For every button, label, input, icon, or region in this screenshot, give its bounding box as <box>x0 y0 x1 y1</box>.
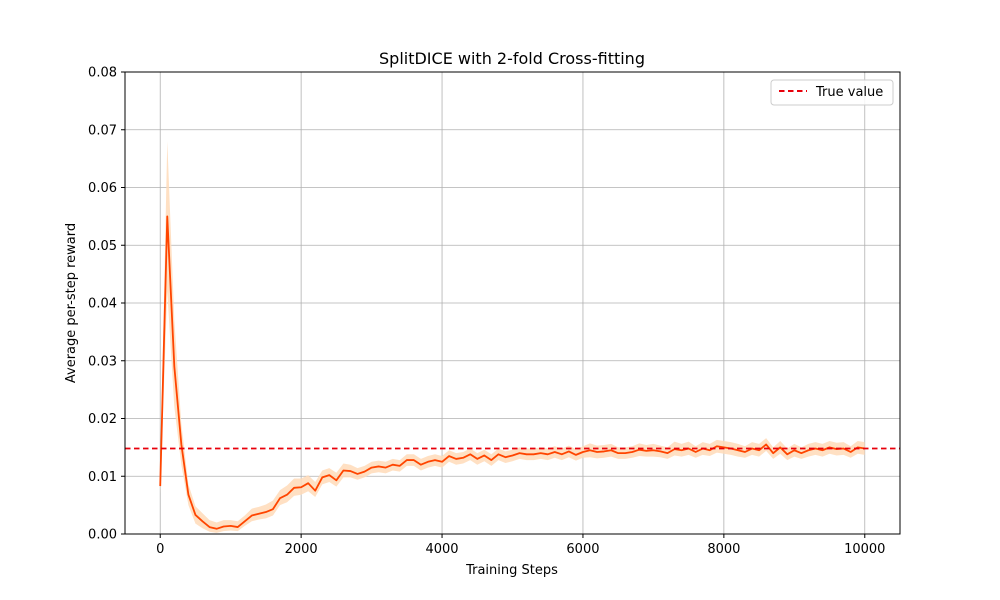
y-tick-label: 0.04 <box>88 297 117 312</box>
y-axis-ticks: 0.00 0.01 0.02 0.03 0.04 0.05 0.06 0.07 0.08 <box>88 66 125 543</box>
y-tick-label: 0.05 <box>88 239 117 254</box>
x-tick-label: 2000 <box>285 542 318 557</box>
y-tick-label: 0.02 <box>88 412 117 427</box>
series-line-splitdice <box>159 215 865 530</box>
x-tick-label: 0 <box>156 542 164 557</box>
grid-lines <box>125 71 900 535</box>
confidence-band <box>160 141 865 533</box>
x-tick-label: 10000 <box>844 542 885 557</box>
y-tick-label: 0.06 <box>88 181 117 196</box>
y-axis-label: Average per-step reward <box>64 223 79 383</box>
y-tick-label: 0.03 <box>88 354 117 369</box>
series-line-layer <box>159 215 865 530</box>
x-axis-label: Training Steps <box>465 563 558 578</box>
chart-title: SplitDICE with 2-fold Cross-fitting <box>379 49 645 68</box>
x-tick-label: 6000 <box>566 542 599 557</box>
confidence-band-layer <box>160 141 865 533</box>
legend: True value <box>770 79 894 106</box>
y-tick-label: 0.01 <box>88 470 117 485</box>
x-tick-label: 4000 <box>425 542 458 557</box>
x-axis-ticks: 0 2000 4000 6000 8000 10000 <box>156 534 885 557</box>
legend-label-true-value: True value <box>815 85 883 100</box>
y-tick-label: 0.07 <box>88 123 117 138</box>
y-tick-label: 0.00 <box>88 528 117 543</box>
y-tick-label: 0.08 <box>88 66 117 81</box>
x-tick-label: 8000 <box>707 542 740 557</box>
legend-box <box>770 79 894 106</box>
